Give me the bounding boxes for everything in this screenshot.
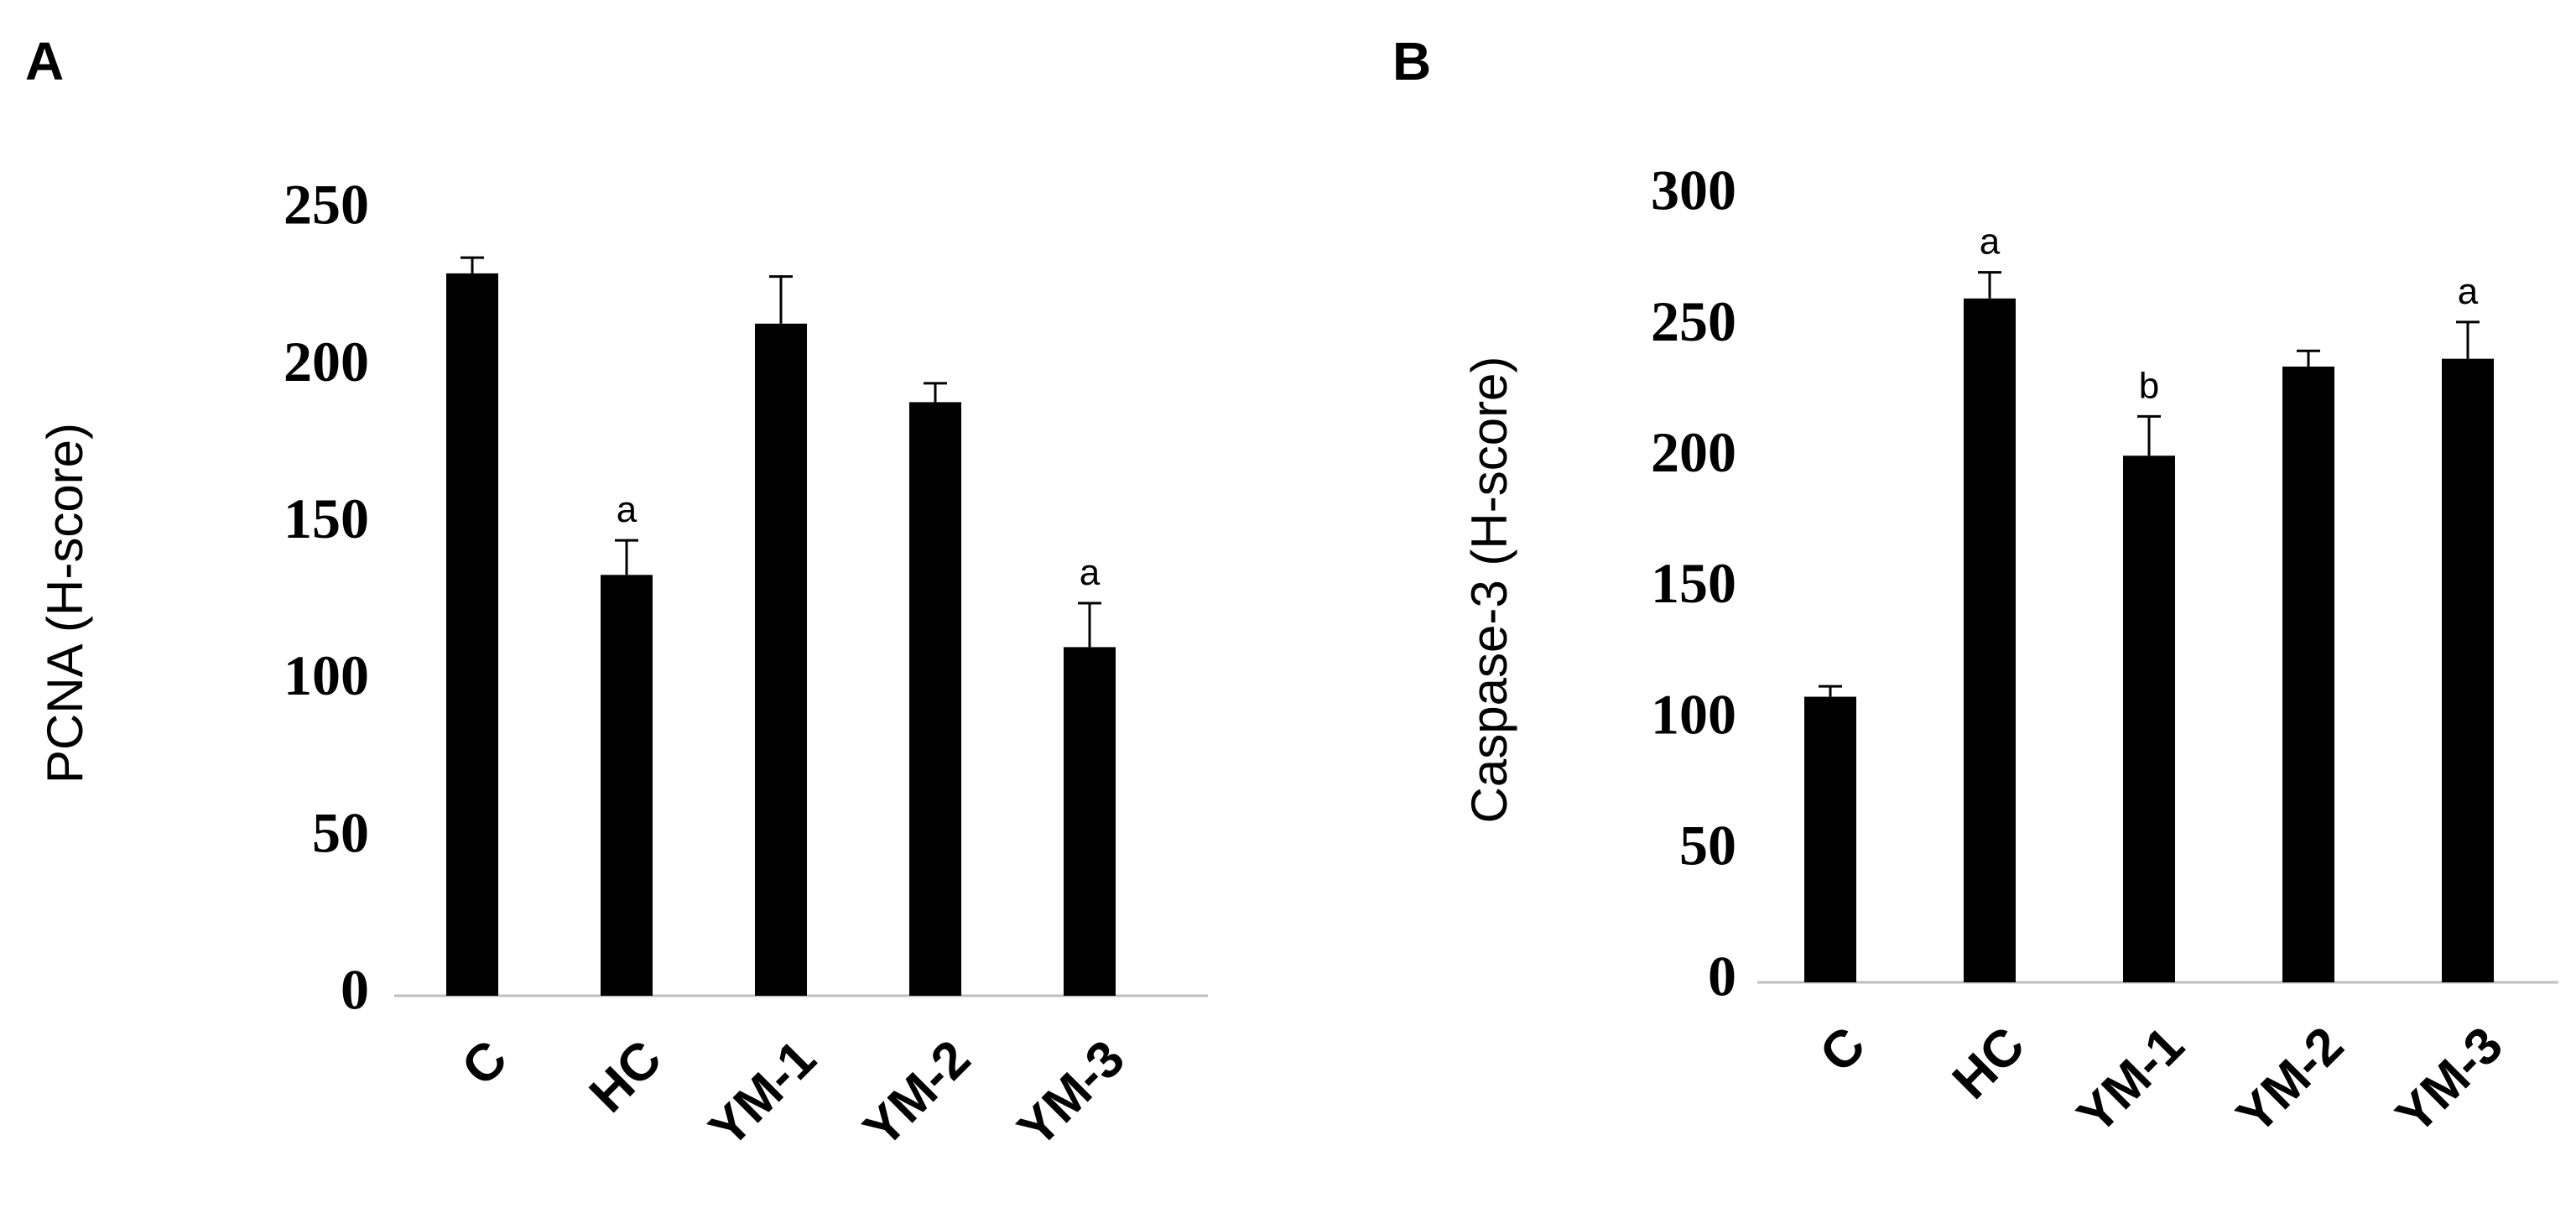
x-tick-label: YM-3 [1007, 1029, 1136, 1159]
bar [1804, 696, 1856, 982]
y-tick-label: 200 [284, 330, 369, 393]
x-tick-label: YM-1 [2066, 1016, 2195, 1145]
y-axis-label: PCNA (H-score) [37, 423, 93, 784]
significance-label: a [2458, 271, 2479, 312]
significance-label: b [2139, 365, 2159, 406]
y-tick-label: 150 [284, 487, 369, 550]
error-bar [461, 256, 484, 273]
x-tick-label: YM-2 [852, 1029, 981, 1159]
error-bar [769, 275, 793, 324]
x-tick-label: HC [1942, 1016, 2036, 1110]
y-tick-label: 50 [312, 800, 369, 864]
x-tick-label: C [451, 1029, 518, 1096]
significance-label: a [1980, 221, 2001, 263]
panel-b: B Caspase-3 (H-score) 0 50 100 150 200 250 300 Ca… [1392, 31, 2558, 1145]
bar [755, 323, 807, 996]
bar [2442, 358, 2494, 982]
y-tick-label: 150 [1651, 551, 1736, 615]
x-tick-label: YM-1 [698, 1029, 827, 1159]
error-bar [1078, 601, 1101, 648]
bar [2123, 456, 2175, 982]
y-tick-label: 250 [284, 173, 369, 237]
significance-label: a [1080, 552, 1101, 593]
error-bar [2137, 414, 2161, 456]
error-bar [924, 382, 947, 403]
y-axis-label: Caspase-3 (H-score) [1461, 357, 1517, 824]
y-tick-label: 200 [1651, 420, 1736, 484]
bar [601, 575, 653, 996]
y-tick-label: 100 [1651, 682, 1736, 746]
y-tick-label: 0 [341, 958, 369, 1022]
significance-label: a [617, 489, 637, 530]
error-bar [2456, 320, 2480, 359]
bar [909, 402, 961, 996]
bar [1964, 298, 2016, 982]
x-tick-label: HC [579, 1029, 673, 1123]
error-bar [1978, 271, 2001, 299]
x-tick-label: YM-2 [2225, 1016, 2355, 1145]
error-bar [2297, 349, 2320, 367]
y-tick-label: 250 [1651, 289, 1736, 353]
bar [2282, 367, 2334, 982]
y-tick-label: 0 [1708, 945, 1736, 1008]
y-tick-label: 300 [1651, 159, 1736, 222]
x-tick-label: C [1809, 1016, 1876, 1083]
error-bar [615, 539, 638, 575]
y-tick-label: 100 [284, 643, 369, 707]
y-tick-label: 50 [1679, 813, 1736, 877]
bar [446, 273, 498, 996]
error-bar [1819, 685, 1842, 697]
panel-letter: B [1392, 31, 1431, 91]
x-tick-label: YM-3 [2385, 1016, 2514, 1145]
bar [1064, 647, 1116, 996]
panel-letter: A [25, 31, 64, 91]
